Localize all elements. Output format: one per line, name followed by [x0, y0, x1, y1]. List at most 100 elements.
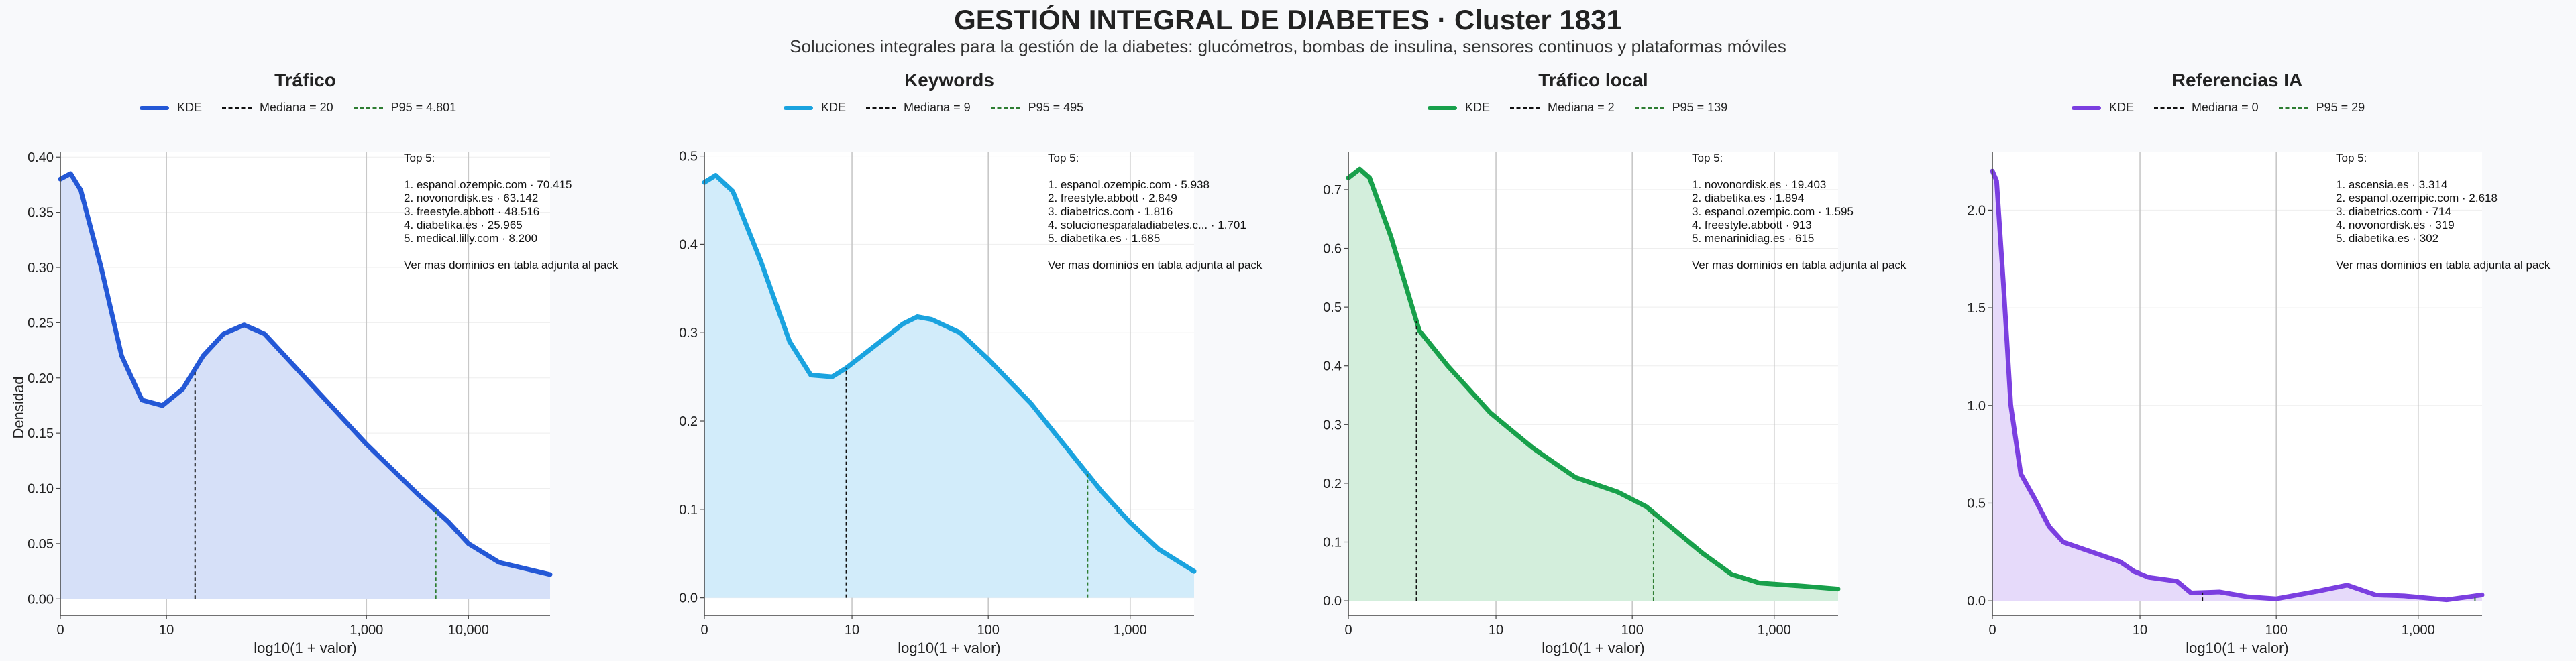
kde-area	[60, 174, 550, 599]
y-tick-label: 0.5	[1967, 496, 1986, 511]
legend-p95: P95 = 4.801	[353, 101, 457, 115]
top5-item: 3. espanol.ozempic.com · 1.595	[1692, 205, 1854, 218]
top5-item: 3. freestyle.abbott · 48.516	[404, 205, 540, 218]
spacer	[404, 245, 618, 259]
legend-median: Mediana = 20	[222, 101, 333, 115]
y-tick-label: 0.20	[28, 371, 54, 386]
top5-item: 4. freestyle.abbott · 913	[1692, 219, 1812, 231]
kde-curve	[1346, 166, 1841, 592]
y-tick-label: 0.2	[1323, 477, 1342, 491]
top5-box: Top 5: 1. ascensia.es · 3.314 2. espanol.…	[2336, 152, 2550, 272]
legend-p95: P95 = 495	[990, 101, 1084, 115]
top5-item: 5. diabetika.es · 302	[2336, 232, 2439, 245]
chart-title: Tráfico local	[1538, 70, 1648, 91]
y-tick-label: 0.0	[1323, 594, 1342, 609]
y-tick-label: 0.6	[1323, 242, 1342, 257]
x-axis-label: log10(1 + valor)	[898, 640, 1000, 656]
chart-legend: KDE Mediana = 0 P95 = 29	[2072, 101, 2385, 115]
top5-title: Top 5:	[1692, 152, 1723, 164]
top5-footnote: Ver mas dominios en tabla adjunta al pac…	[1048, 259, 1263, 272]
x-tick-label: 100	[1621, 623, 1644, 638]
x-tick-label: 10	[1489, 623, 1503, 638]
legend-swatch	[1634, 107, 1664, 109]
y-tick-label: 0.15	[28, 426, 54, 441]
legend-swatch	[1510, 107, 1540, 109]
legend-label: P95 = 495	[1028, 101, 1084, 114]
spacer	[2336, 165, 2550, 178]
x-tick-label: 10	[159, 623, 174, 638]
y-tick-label: 0.3	[679, 326, 698, 341]
top5-box: Top 5: 1. espanol.ozempic.com · 70.415 2.…	[404, 152, 618, 272]
legend-label: P95 = 139	[1672, 101, 1728, 114]
x-axis-label: log10(1 + valor)	[254, 640, 356, 656]
y-tick-label: 0.4	[679, 237, 698, 252]
top5-item: 5. menarinidiag.es · 615	[1692, 232, 1815, 245]
chart-svg: 0.0 0.1 0.2 0.3 0.4 0.5 0.6 0.7 0 10 100 1,000 log10…	[1323, 152, 1841, 656]
legend-label: P95 = 29	[2316, 101, 2365, 114]
top5-item: 2. novonordisk.es · 63.142	[404, 192, 539, 204]
y-tick-label: 0.25	[28, 316, 54, 330]
legend-median: Mediana = 9	[866, 101, 971, 115]
x-axis-label: log10(1 + valor)	[1542, 640, 1644, 656]
top5-item: 3. diabetrics.com · 714	[2336, 205, 2451, 218]
legend-swatch	[2154, 107, 2184, 109]
top5-box: Top 5: 1. espanol.ozempic.com · 5.938 2. …	[1048, 152, 1262, 272]
top5-item: 1. novonordisk.es · 19.403	[1692, 178, 1827, 191]
kde-area	[1348, 169, 1838, 601]
kde-curve	[1990, 168, 2485, 603]
y-tick-label: 0.0	[1967, 594, 1986, 609]
top5-footnote: Ver mas dominios en tabla adjunta al pac…	[2336, 259, 2551, 272]
kde-curve	[702, 173, 1197, 574]
legend-label: KDE	[177, 101, 203, 114]
y-tick-label: 1.0	[1967, 399, 1986, 414]
legend-label: P95 = 4.801	[390, 101, 457, 114]
legend-label: KDE	[1465, 101, 1491, 114]
x-tick-label: 0	[56, 623, 64, 638]
legend-swatch	[222, 107, 252, 109]
legend-p95: P95 = 29	[2278, 101, 2365, 115]
y-tick-label: 1.5	[1967, 301, 1986, 316]
top5-item: 4. novonordisk.es · 319	[2336, 219, 2455, 231]
spacer	[1692, 245, 1906, 259]
legend-median: Mediana = 2	[1510, 101, 1615, 115]
y-tick-label: 0.00	[28, 592, 54, 607]
y-tick-label: 0.10	[28, 482, 54, 497]
legend-label: Mediana = 20	[260, 101, 333, 114]
y-tick-label: 0.5	[1323, 300, 1342, 315]
legend-swatch	[866, 107, 896, 109]
chart-title: Keywords	[904, 70, 994, 91]
chart-panel: Referencias IA KDE Mediana = 0 P95 = 29 0.0 0…	[1932, 0, 2576, 661]
top5-title: Top 5:	[404, 152, 435, 164]
kde-area	[1992, 171, 2482, 601]
top5-box: Top 5: 1. novonordisk.es · 19.403 2. diab…	[1692, 152, 1906, 272]
legend-kde: KDE	[784, 101, 846, 115]
legend-swatch	[1428, 105, 1457, 110]
top5-item: 5. diabetika.es · 1.685	[1048, 232, 1161, 245]
y-tick-label: 0.2	[679, 414, 698, 429]
x-axis-label: log10(1 + valor)	[2186, 640, 2288, 656]
legend-median: Mediana = 0	[2154, 101, 2259, 115]
y-tick-label: 0.1	[1323, 536, 1342, 550]
legend-label: Mediana = 0	[2192, 101, 2259, 114]
spacer	[404, 165, 618, 178]
spacer	[1048, 245, 1262, 259]
y-tick-label: 0.05	[28, 537, 54, 552]
legend-swatch	[140, 105, 169, 110]
spacer	[2336, 245, 2550, 259]
y-tick-label: 0.35	[28, 206, 54, 221]
top5-item: 2. espanol.ozempic.com · 2.618	[2336, 192, 2498, 204]
spacer	[1692, 165, 1906, 178]
x-tick-label: 0	[1344, 623, 1352, 638]
y-tick-label: 2.0	[1967, 203, 1986, 218]
kde-curve	[58, 171, 553, 577]
y-tick-label: 0.0	[679, 591, 698, 606]
y-tick-label: 0.40	[28, 150, 54, 165]
top5-footnote: Ver mas dominios en tabla adjunta al pac…	[404, 259, 619, 272]
legend-swatch	[990, 107, 1020, 109]
top5-item: 2. diabetika.es · 1.894	[1692, 192, 1805, 204]
legend-kde: KDE	[2072, 101, 2134, 115]
chart-title: Referencias IA	[2171, 70, 2303, 91]
legend-kde: KDE	[140, 101, 202, 115]
chart-legend: KDE Mediana = 2 P95 = 139	[1428, 101, 1748, 115]
legend-swatch	[2278, 107, 2308, 109]
